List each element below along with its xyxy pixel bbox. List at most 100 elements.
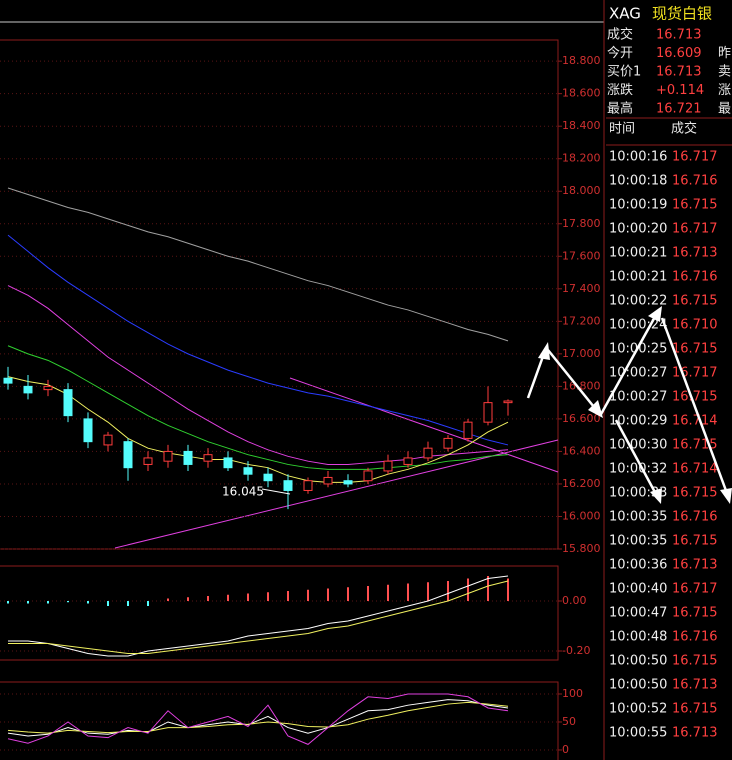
trade-price: 16.717 <box>672 150 718 165</box>
arrow <box>598 314 658 417</box>
quote-label: 今开 <box>607 45 633 61</box>
quote-value: 16.713 <box>656 28 702 43</box>
trade-price: 16.714 <box>672 414 718 429</box>
indicator-line <box>7 234 509 446</box>
quote-label: 涨 <box>718 83 731 98</box>
arrow-head <box>720 488 732 504</box>
arrow-head <box>588 400 603 418</box>
candle-body <box>503 400 513 404</box>
candle-body <box>403 457 413 465</box>
trade-time: 10:00:32 <box>609 462 667 477</box>
trade-time: 10:00:27 <box>609 390 667 405</box>
candle-body <box>23 385 33 394</box>
trade-price: 16.715 <box>672 294 718 309</box>
trade-time: 10:00:21 <box>609 246 667 261</box>
y-tick-label: 18.800 <box>562 54 601 67</box>
candle-body <box>3 377 13 384</box>
trade-price: 16.715 <box>672 198 718 213</box>
quote-label: 最 <box>718 102 731 117</box>
arrow <box>614 419 659 497</box>
trade-price: 16.713 <box>672 558 718 573</box>
trade-price: 16.717 <box>672 366 718 381</box>
trade-time: 10:00:50 <box>609 654 667 669</box>
indicator-line <box>7 699 509 737</box>
arrow <box>547 349 599 413</box>
trade-price: 16.716 <box>672 510 718 525</box>
trade-time: 10:00:47 <box>609 606 667 621</box>
candle-body <box>423 447 433 459</box>
y-tick-label: 17.000 <box>562 347 601 360</box>
trade-time: 10:00:19 <box>609 198 667 213</box>
list-header: 时间 <box>609 122 635 137</box>
candle-body <box>183 450 193 465</box>
trade-time: 10:00:30 <box>609 438 667 453</box>
y-tick-label: 17.600 <box>562 249 601 262</box>
trade-price: 16.717 <box>672 582 718 597</box>
trade-time: 10:00:35 <box>609 510 667 525</box>
trade-price: 16.717 <box>672 222 718 237</box>
indicator-line <box>7 701 509 734</box>
candle-body <box>163 450 173 462</box>
trade-time: 10:00:50 <box>609 678 667 693</box>
candle-body <box>63 389 73 417</box>
quote-value: +0.114 <box>656 83 704 98</box>
quote-label: 昨 <box>718 46 731 61</box>
y-tick-label: 16.400 <box>562 444 601 457</box>
trade-time: 10:00:27 <box>609 366 667 381</box>
y-tick-label: 0.00 <box>562 594 587 607</box>
quote-label: 买价1 <box>607 65 641 80</box>
trade-price: 16.716 <box>672 270 718 285</box>
indicator-line <box>7 693 509 745</box>
candle-body <box>243 467 253 475</box>
candle-body <box>43 385 53 391</box>
trade-time: 10:00:18 <box>609 174 667 189</box>
y-tick-label: 16.600 <box>562 412 601 425</box>
trade-price: 16.715 <box>672 534 718 549</box>
candle-body <box>143 457 153 465</box>
indicator-line <box>8 580 509 654</box>
indicator-line <box>7 376 509 483</box>
arrow-head <box>538 342 550 360</box>
trade-time: 10:00:35 <box>609 534 667 549</box>
y-tick-label: 17.400 <box>562 282 601 295</box>
trade-time: 10:00:48 <box>609 630 667 645</box>
overlay: 18.800 18.600 18.400 18.200 18.000 17.800 17.6… <box>0 27 731 756</box>
quote-value: 16.721 <box>656 102 702 117</box>
symbol: XAG <box>609 5 641 23</box>
y-tick-label: 15.800 <box>562 542 601 555</box>
indicator-line <box>7 345 509 470</box>
trade-price: 16.710 <box>672 318 718 333</box>
trade-price: 16.716 <box>672 174 718 189</box>
quote-label: 卖 <box>718 65 731 80</box>
trade-time: 10:00:55 <box>609 726 667 741</box>
trade-price: 16.715 <box>672 654 718 669</box>
candle-body <box>303 480 313 491</box>
quote-value: 16.713 <box>656 65 702 80</box>
main-frame <box>0 39 559 550</box>
trade-time: 10:00:36 <box>609 558 667 573</box>
trade-time: 10:00:16 <box>609 150 667 165</box>
candle-body <box>363 470 373 482</box>
y-tick-label: 16.000 <box>562 509 601 522</box>
y-tick-label: -0.20 <box>562 644 590 657</box>
trade-price: 16.713 <box>672 726 718 741</box>
candle-body <box>123 441 133 469</box>
quote-value: 16.609 <box>656 46 702 61</box>
candle-body <box>383 460 393 472</box>
trade-time: 10:00:40 <box>609 582 667 597</box>
y-tick-label: 16.800 <box>562 379 601 392</box>
trade-price: 16.715 <box>672 486 718 501</box>
trade-time: 10:00:20 <box>609 222 667 237</box>
instrument-name: 现货白银 <box>652 5 712 23</box>
trade-price: 16.715 <box>672 438 718 453</box>
candle-body <box>483 402 493 423</box>
y-tick-label: 17.800 <box>562 217 601 230</box>
trade-price: 16.713 <box>672 246 718 261</box>
y-tick-label: 18.200 <box>562 152 601 165</box>
trade-time: 10:00:29 <box>609 414 667 429</box>
trade-time: 10:00:22 <box>609 294 667 309</box>
candle-body <box>83 418 93 443</box>
y-tick-label: 18.400 <box>562 119 601 132</box>
